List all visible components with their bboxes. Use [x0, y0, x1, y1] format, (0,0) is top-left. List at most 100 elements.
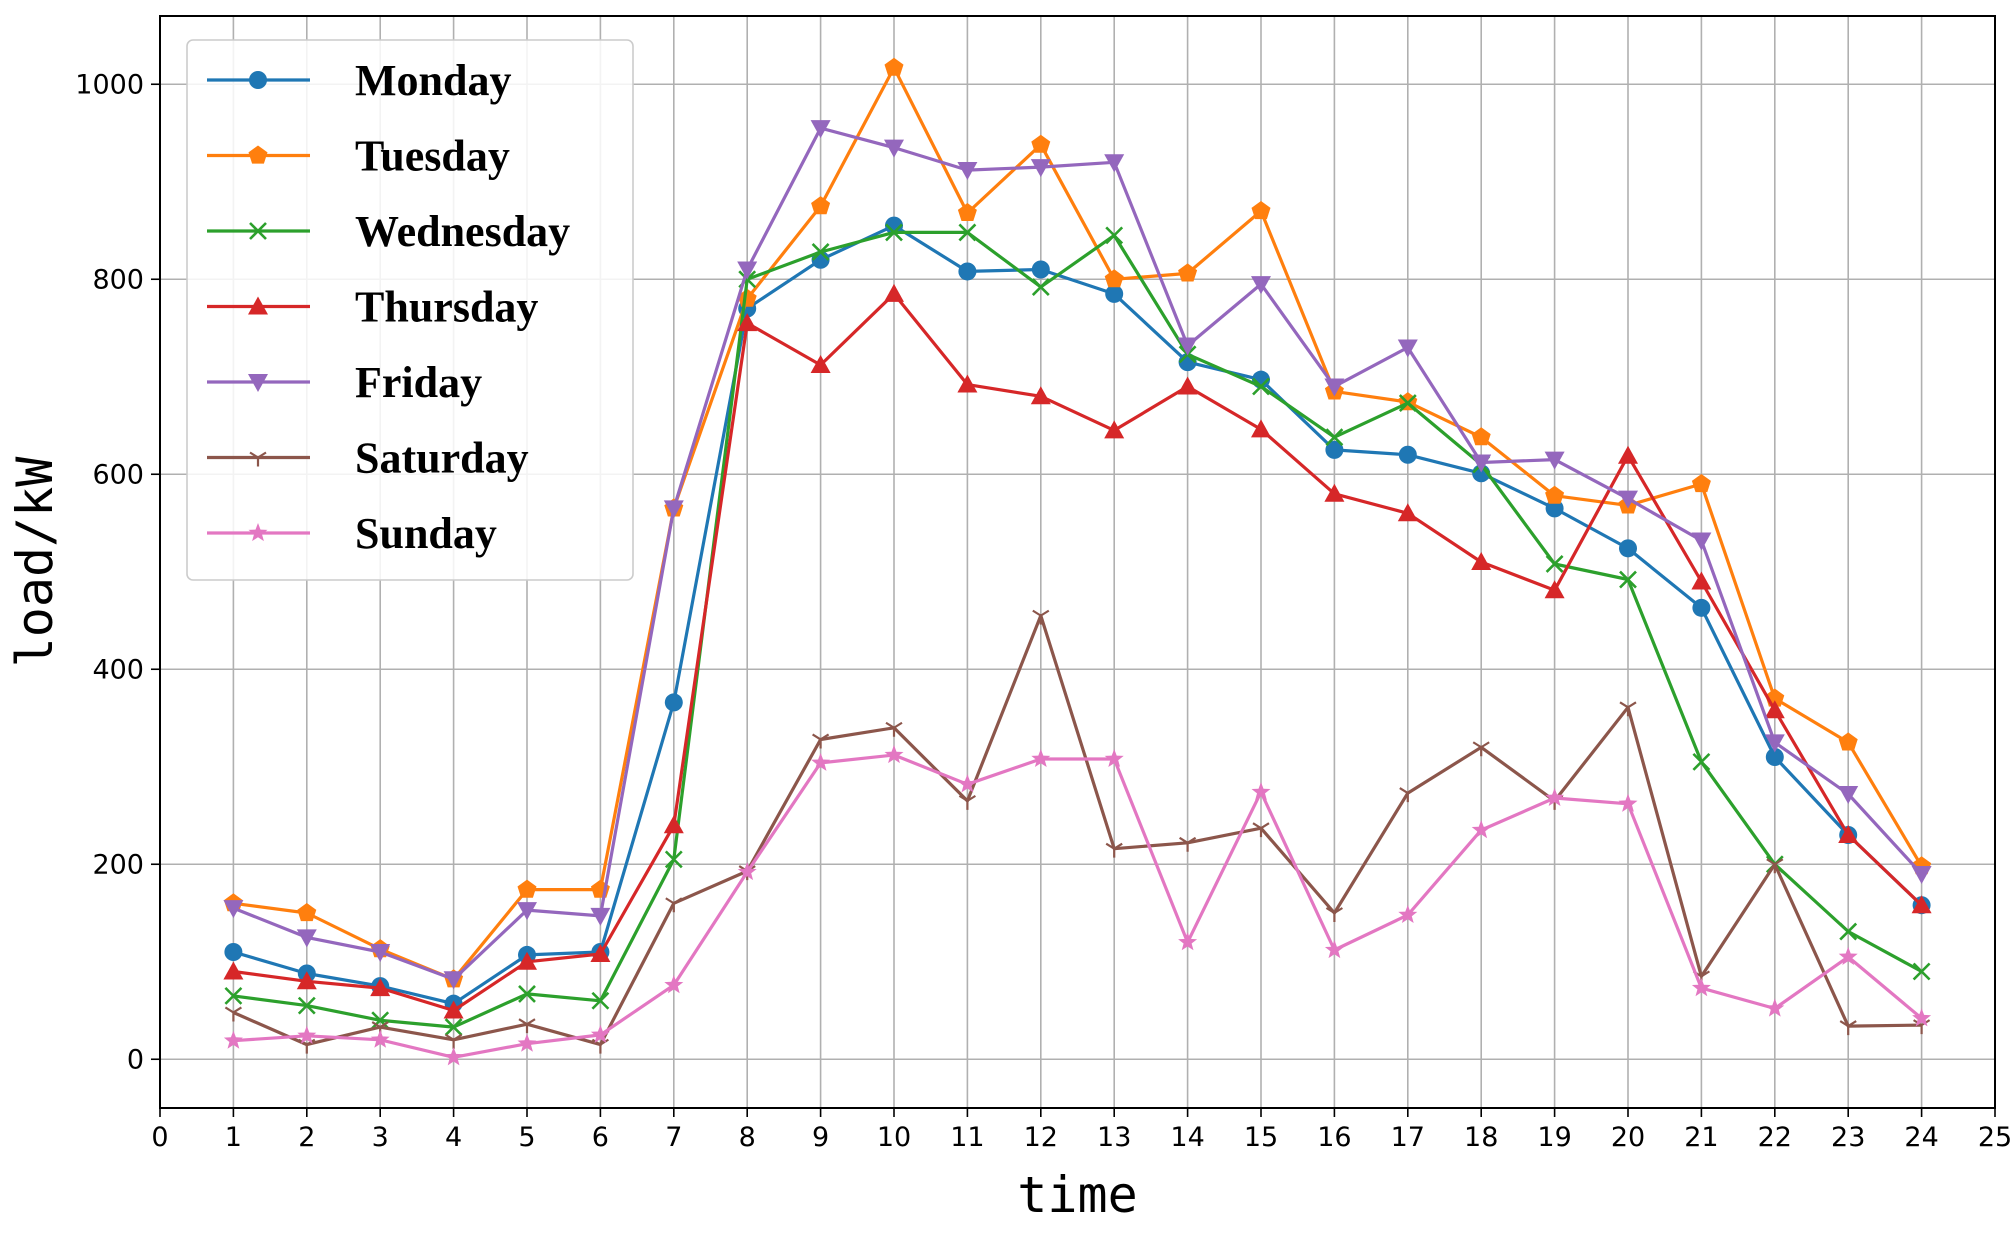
data-point-thursday — [810, 355, 831, 374]
data-point-thursday — [1324, 483, 1345, 502]
data-point-thursday — [1838, 825, 1859, 843]
data-point-sunday — [737, 862, 757, 881]
y-tick-label: 800 — [92, 264, 144, 295]
data-point-sunday — [223, 1030, 243, 1049]
data-point-thursday — [1177, 376, 1198, 395]
legend-label-friday: Friday — [355, 358, 482, 407]
x-tick-label: 0 — [151, 1122, 168, 1153]
legend-item-friday: Friday — [207, 358, 482, 407]
x-tick-label: 8 — [739, 1122, 756, 1153]
data-point-friday — [1104, 154, 1125, 173]
x-tick-label: 25 — [1978, 1122, 2012, 1153]
data-point-monday — [1031, 260, 1050, 279]
data-point-thursday — [1030, 386, 1051, 405]
data-point-saturday — [445, 1033, 463, 1049]
x-tick-label: 14 — [1170, 1122, 1204, 1153]
legend-item-saturday: Saturday — [207, 434, 529, 483]
y-tick-label: 600 — [92, 459, 144, 490]
legend-item-wednesday: Wednesday — [207, 207, 570, 256]
legend-marker-friday — [248, 374, 268, 392]
data-point-wednesday — [1325, 428, 1344, 447]
data-point-friday — [1544, 451, 1565, 470]
data-point-friday — [810, 120, 831, 139]
data-point-saturday — [1399, 787, 1417, 803]
data-point-friday — [296, 929, 317, 948]
data-point-saturday — [1105, 842, 1123, 858]
y-tick-label: 0 — [127, 1044, 144, 1075]
data-point-saturday — [1032, 609, 1050, 625]
series-line-thursday — [233, 292, 1923, 1013]
legend-item-sunday: Sunday — [207, 509, 497, 558]
legend-marker-tuesday — [248, 145, 268, 164]
data-point-wednesday — [958, 223, 977, 242]
x-axis-label: time — [1017, 1166, 1137, 1224]
data-point-tuesday — [1178, 263, 1198, 282]
legend-label-monday: Monday — [355, 56, 511, 105]
data-point-saturday — [812, 733, 830, 749]
data-point-saturday — [518, 1018, 536, 1034]
data-point-thursday — [1251, 419, 1271, 438]
data-point-saturday — [885, 721, 903, 737]
series-line-sunday — [233, 753, 1923, 1059]
data-point-sunday — [1178, 932, 1198, 951]
data-point-monday — [958, 262, 977, 281]
data-point-tuesday — [1104, 269, 1124, 288]
x-tick-label: 19 — [1537, 1122, 1571, 1153]
x-tick-label: 5 — [518, 1122, 535, 1153]
data-point-saturday — [224, 1006, 242, 1022]
x-tick-label: 10 — [877, 1122, 911, 1153]
data-point-thursday — [1618, 445, 1638, 464]
data-point-sunday — [1471, 820, 1491, 839]
data-point-friday — [1030, 159, 1051, 178]
x-tick-label: 11 — [950, 1122, 984, 1153]
data-point-sunday — [590, 1024, 610, 1043]
series-thursday — [223, 283, 1932, 1019]
data-point-thursday — [737, 313, 758, 332]
data-point-friday — [370, 944, 391, 962]
data-point-friday — [884, 139, 904, 158]
data-point-thursday — [957, 374, 978, 393]
data-point-thursday — [370, 978, 391, 997]
data-point-sunday — [297, 1025, 317, 1044]
data-point-friday — [1764, 734, 1785, 753]
data-point-sunday — [1251, 782, 1271, 801]
data-point-saturday — [1619, 701, 1637, 717]
data-point-thursday — [1471, 552, 1492, 570]
data-point-sunday — [957, 774, 977, 793]
series-line-saturday — [232, 613, 1922, 1047]
data-point-friday — [1618, 490, 1638, 509]
data-point-saturday — [1325, 907, 1343, 922]
legend-marker-wednesday — [249, 222, 267, 240]
data-point-sunday — [1838, 946, 1858, 965]
series-line-tuesday — [233, 66, 1923, 981]
data-point-friday — [590, 907, 611, 926]
data-point-tuesday — [1471, 427, 1491, 446]
data-point-friday — [1838, 786, 1859, 805]
data-point-thursday — [1397, 503, 1418, 522]
x-tick-label: 6 — [592, 1122, 609, 1153]
data-point-wednesday — [811, 243, 830, 261]
y-tick-label: 1000 — [75, 69, 144, 100]
series-sunday — [223, 745, 1932, 1066]
data-point-thursday — [517, 951, 537, 970]
ticks: 0 1 2 3 4 5 6 7 8 9 10 11 12 13 14 15 16 17 18 19 20 21 22 23 24… — [75, 69, 2012, 1153]
data-point-thursday — [590, 943, 611, 962]
data-point-monday — [664, 693, 683, 712]
data-point-sunday — [1031, 749, 1051, 767]
data-point-saturday — [665, 897, 683, 913]
legend-marker-monday — [249, 71, 267, 89]
data-point-wednesday — [1398, 394, 1417, 412]
x-tick-label: 22 — [1758, 1122, 1792, 1153]
data-point-wednesday — [1839, 922, 1858, 941]
data-point-saturday — [1839, 1020, 1857, 1036]
data-point-tuesday — [517, 879, 537, 898]
series-wednesday — [224, 223, 1931, 1036]
data-point-tuesday — [811, 196, 831, 215]
data-point-wednesday — [1031, 278, 1050, 296]
data-point-tuesday — [1838, 732, 1858, 751]
x-tick-label: 21 — [1684, 1122, 1718, 1153]
data-point-wednesday — [224, 986, 243, 1005]
data-point-friday — [1911, 866, 1932, 884]
data-point-wednesday — [297, 996, 316, 1015]
data-point-wednesday — [1912, 962, 1931, 981]
